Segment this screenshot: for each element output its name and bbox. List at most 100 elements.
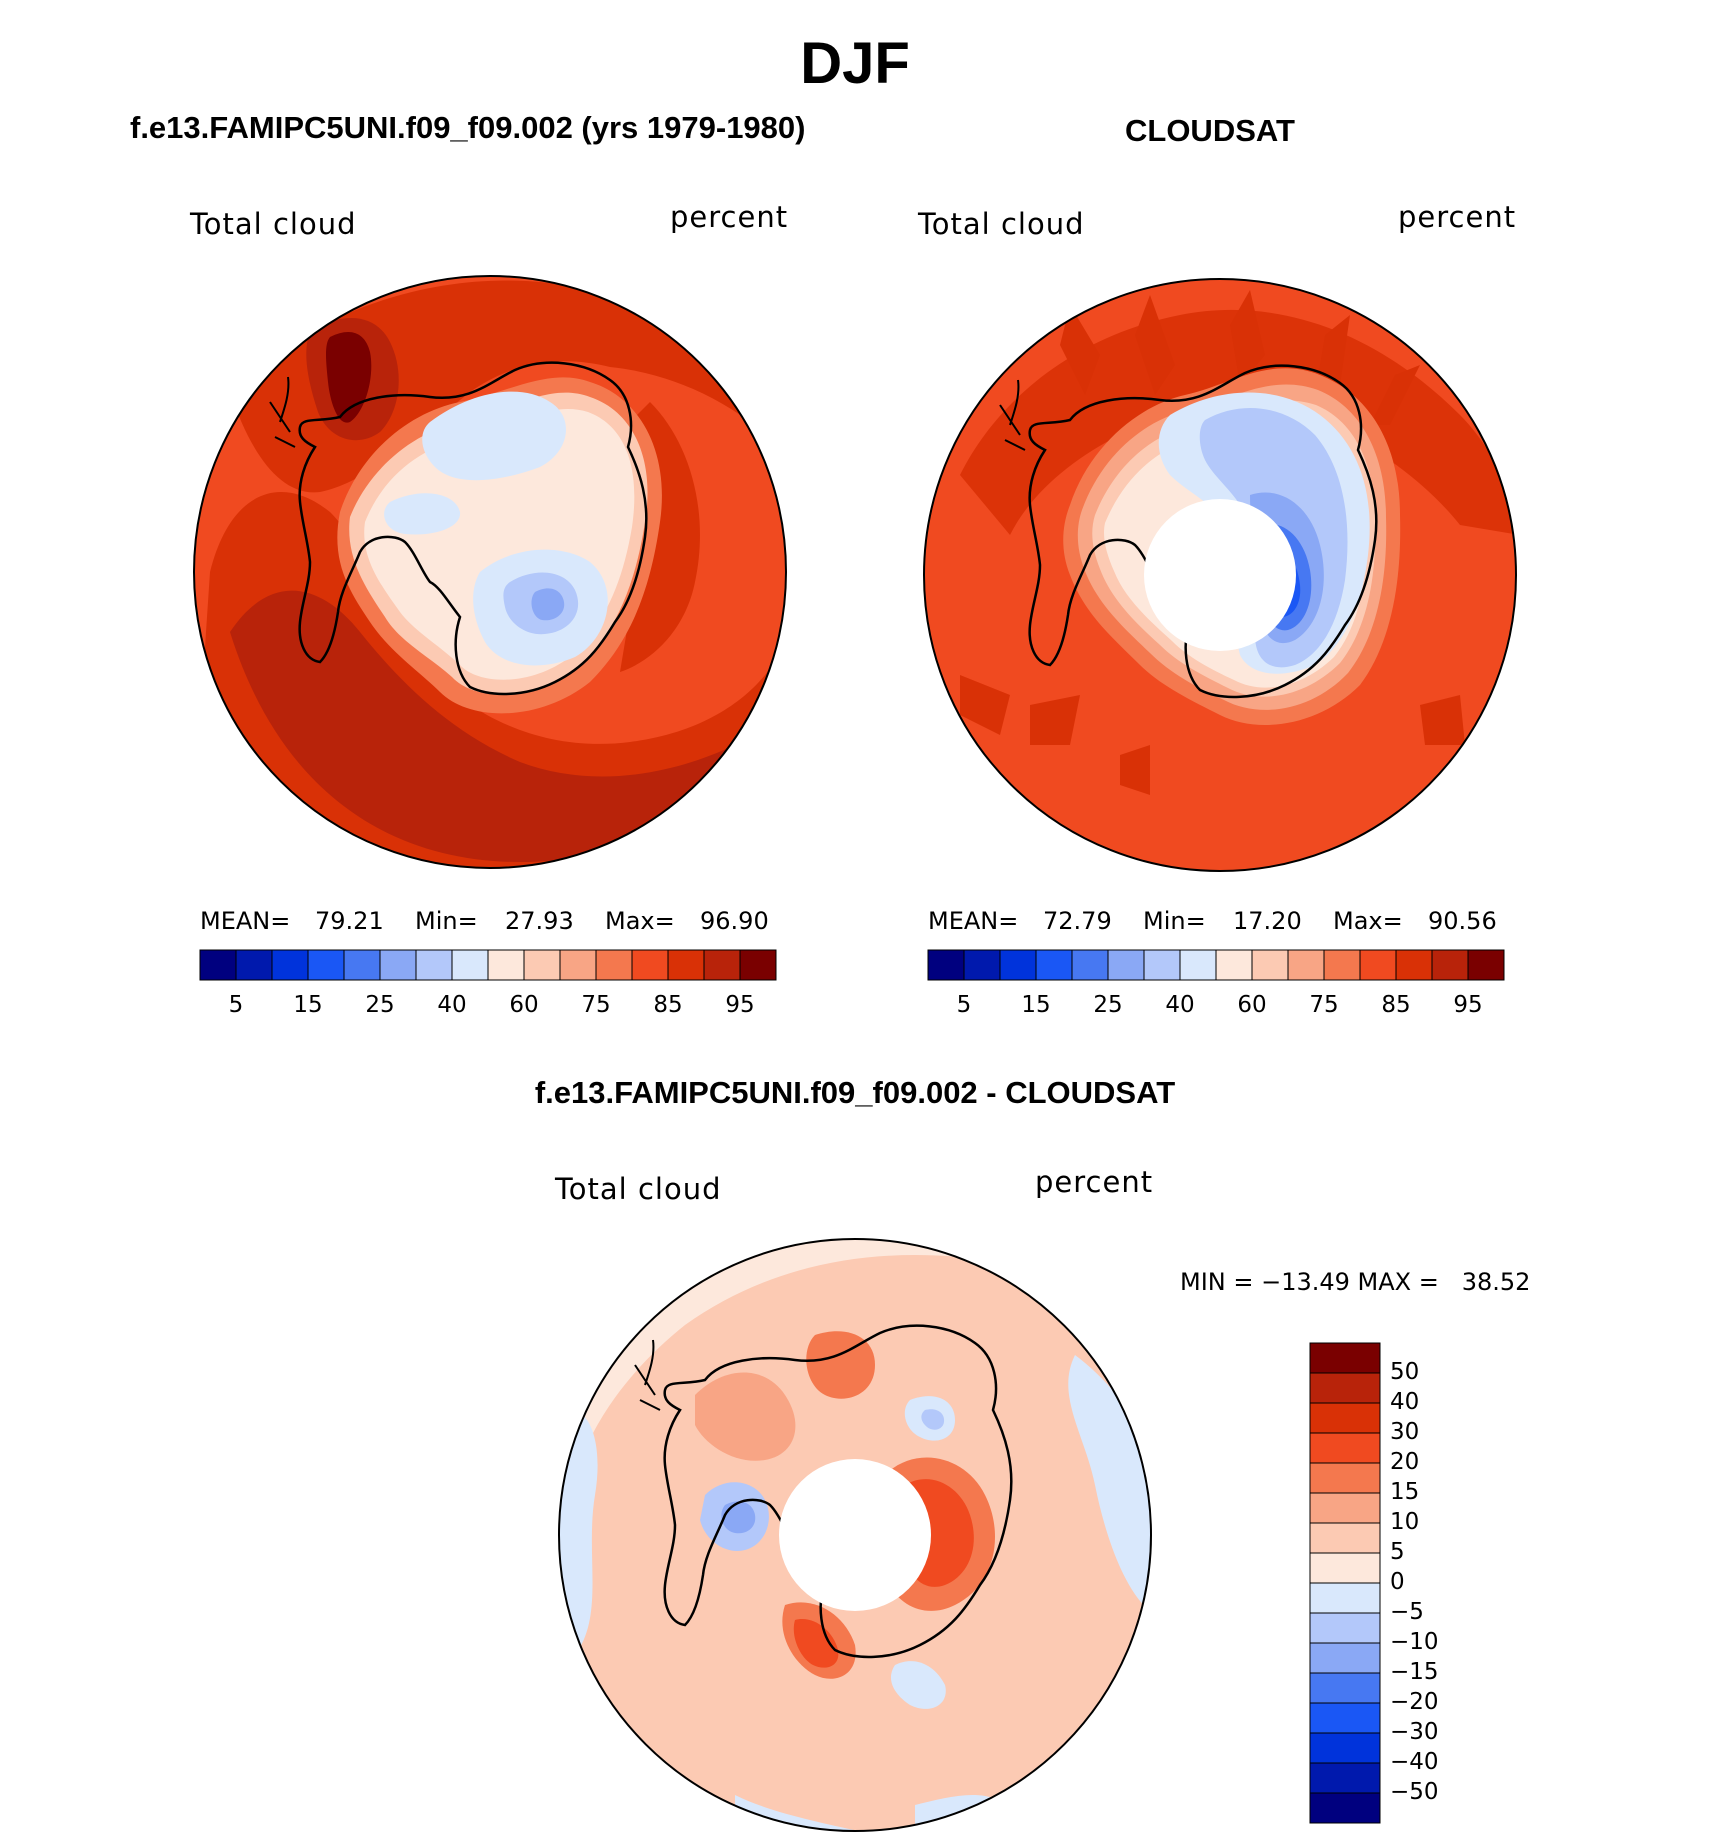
panel-obs-variable-label: Total cloud [918, 207, 1085, 241]
colorbar-swatch [963, 949, 1001, 981]
colorbar-swatch [379, 949, 417, 981]
field-region [806, 1331, 875, 1399]
antarctic-peninsula-outline [269, 376, 296, 448]
colorbar-swatch [1309, 1402, 1381, 1434]
no-data-pole-hole [1144, 499, 1296, 651]
colorbar-swatch [1309, 1612, 1381, 1644]
colorbar-swatch [1309, 1582, 1381, 1614]
colorbar-swatch [1143, 949, 1181, 981]
colorbar-swatch [451, 949, 489, 981]
panel-obs-max-value: 90.56 [1428, 907, 1497, 935]
panel-obs-title: CLOUDSAT [1125, 113, 1295, 148]
colorbar-swatch [927, 949, 965, 981]
colorbar-swatch [631, 949, 669, 981]
colorbar-swatch [1431, 949, 1469, 981]
panel-obs-mean-value: 72.79 [1043, 907, 1112, 935]
colorbar-tick-label: 50 [1390, 1359, 1420, 1385]
panel-diff-variable-label: Total cloud [555, 1172, 722, 1206]
colorbar-swatch [1179, 949, 1217, 981]
colorbar-swatch [739, 949, 777, 981]
colorbar-tick-label: 40 [1390, 1389, 1420, 1415]
antarctica-coastline [298, 361, 648, 696]
no-data-pole-hole [779, 1459, 931, 1611]
colorbar-swatch [1309, 1462, 1381, 1494]
field-region [695, 1372, 796, 1461]
colorbar-swatch [307, 949, 345, 981]
panel-diff-map [558, 1238, 1152, 1832]
field-region [559, 1239, 1151, 1495]
colorbar-tick-label: 95 [1453, 992, 1483, 1018]
colorbar-swatch [1309, 1492, 1381, 1524]
panel-obs-units-label: percent [1398, 200, 1517, 234]
colorbar-swatch [1309, 1552, 1381, 1584]
colorbar-tick-label: 15 [293, 992, 323, 1018]
colorbar-swatch [667, 949, 705, 981]
panel-diff-units-label: percent [1035, 1165, 1154, 1199]
colorbar-tick-label: 60 [509, 992, 539, 1018]
panel-model-colorbar [199, 949, 777, 981]
colorbar-tick-label: 20 [1390, 1449, 1420, 1475]
colorbar-swatch [1309, 1702, 1381, 1734]
colorbar-tick-label: 30 [1390, 1419, 1420, 1445]
colorbar-tick-label: −10 [1390, 1629, 1439, 1655]
panel-model-max-value: 96.90 [700, 907, 769, 935]
panel-model-units-label: percent [670, 200, 789, 234]
colorbar-swatch [1251, 949, 1289, 981]
colorbar-swatch [1309, 1642, 1381, 1674]
colorbar-swatch [235, 949, 273, 981]
colorbar-swatch [703, 949, 741, 981]
panel-obs-min-value: 17.20 [1233, 907, 1302, 935]
colorbar-swatch [1287, 949, 1325, 981]
field-region [960, 309, 1516, 535]
colorbar-tick-label: 85 [1381, 992, 1411, 1018]
panel-model-variable-label: Total cloud [190, 207, 357, 241]
colorbar-tick-label: 75 [1309, 992, 1339, 1018]
colorbar-swatch [1035, 949, 1073, 981]
colorbar-swatch [1309, 1792, 1381, 1824]
colorbar-swatch [1107, 949, 1145, 981]
colorbar-tick-label: 75 [581, 992, 611, 1018]
colorbar-tick-label: 95 [725, 992, 755, 1018]
panel-model-max-label: Max= [605, 907, 675, 935]
colorbar-swatch [271, 949, 309, 981]
colorbar-swatch [1323, 949, 1361, 981]
colorbar-tick-label: 40 [437, 992, 467, 1018]
colorbar-tick-label: −40 [1390, 1749, 1439, 1775]
colorbar-tick-label: 40 [1165, 992, 1195, 1018]
colorbar-swatch [523, 949, 561, 981]
field-region [960, 675, 1465, 795]
colorbar-tick-label: 10 [1390, 1509, 1420, 1535]
field-region [1060, 290, 1420, 425]
field-region [326, 332, 372, 423]
panel-diff-colorbar [1309, 1342, 1381, 1824]
antarctic-peninsula-outline [634, 1339, 661, 1411]
panel-obs-map [923, 278, 1517, 872]
colorbar-tick-label: −5 [1390, 1599, 1424, 1625]
colorbar-swatch [343, 949, 381, 981]
colorbar-tick-label: 5 [956, 992, 972, 1018]
field-region [422, 391, 567, 481]
colorbar-tick-label: 25 [1093, 992, 1123, 1018]
panel-obs-mean-label: MEAN= [928, 907, 1019, 935]
colorbar-tick-label: 15 [1021, 992, 1051, 1018]
colorbar-tick-label: −50 [1390, 1779, 1439, 1805]
colorbar-swatch [559, 949, 597, 981]
colorbar-swatch [415, 949, 453, 981]
field-region [793, 1619, 839, 1668]
colorbar-swatch [1309, 1732, 1381, 1764]
colorbar-tick-label: 85 [653, 992, 683, 1018]
colorbar-tick-label: −15 [1390, 1659, 1439, 1685]
panel-diff-min-max: MIN = −13.49 MAX = 38.52 [1180, 1268, 1531, 1296]
panel-obs-max-label: Max= [1333, 907, 1403, 935]
panel-obs-min-label: Min= [1143, 907, 1206, 935]
field-region [531, 588, 565, 621]
colorbar-tick-label: 5 [228, 992, 244, 1018]
colorbar-tick-label: 60 [1237, 992, 1267, 1018]
colorbar-swatch [1309, 1432, 1381, 1464]
colorbar-swatch [1215, 949, 1253, 981]
panel-model-title: f.e13.FAMIPC5UNI.f09_f09.002 (yrs 1979-1… [130, 110, 806, 145]
colorbar-swatch [1071, 949, 1109, 981]
panel-model-mean-label: MEAN= [200, 907, 291, 935]
panel-diff-title: f.e13.FAMIPC5UNI.f09_f09.002 - CLOUDSAT [534, 1075, 1176, 1110]
colorbar-swatch [1309, 1762, 1381, 1794]
